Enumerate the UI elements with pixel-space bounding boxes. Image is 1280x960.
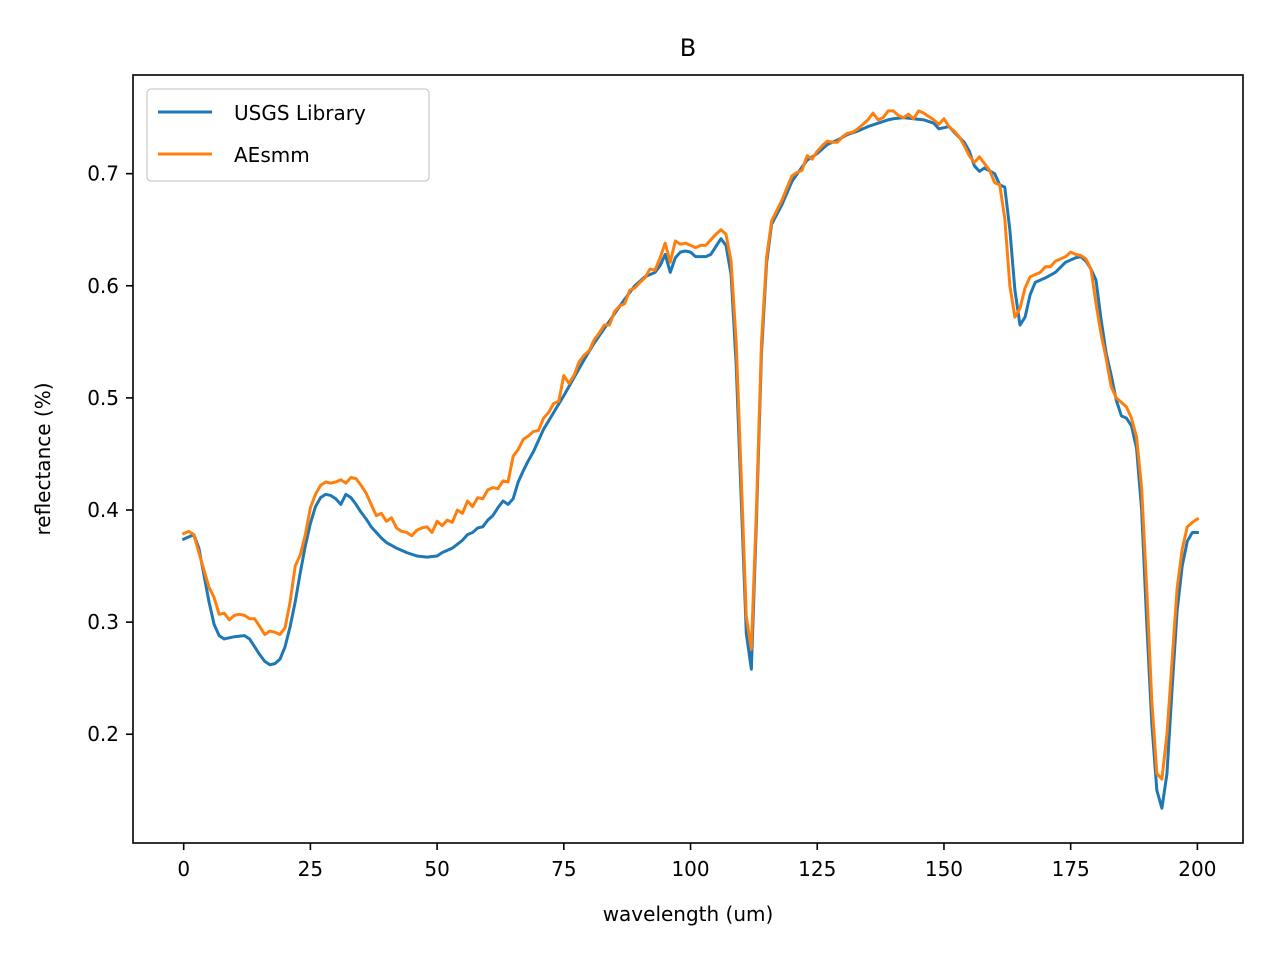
legend-label-usgs-library: USGS Library [234, 101, 366, 125]
axes-frame [132, 74, 1244, 844]
y-axis-label: reflectance (%) [31, 382, 55, 535]
plot-area [181, 109, 1200, 810]
x-tick-label: 75 [551, 857, 576, 881]
x-tick-label: 200 [1178, 857, 1216, 881]
legend: USGS Library AEsmm [146, 88, 430, 182]
y-axis: 0.2 0.3 0.4 0.5 0.6 0.7 [87, 162, 133, 746]
series-line-aesmm [181, 109, 1200, 781]
x-axis-label: wavelength (um) [603, 902, 774, 926]
x-axis: 0 25 50 75 100 125 150 175 200 [177, 843, 1216, 881]
y-tick-label: 0.2 [87, 722, 119, 746]
legend-box [146, 88, 430, 182]
x-tick-label: 175 [1052, 857, 1090, 881]
chart-title: B [680, 34, 696, 62]
y-tick-label: 0.5 [87, 386, 119, 410]
x-tick-label: 125 [798, 857, 836, 881]
x-tick-label: 150 [925, 857, 963, 881]
x-tick-label: 25 [298, 857, 323, 881]
series-line-usgs-library [181, 116, 1199, 810]
x-tick-label: 0 [177, 857, 190, 881]
x-tick-label: 50 [424, 857, 449, 881]
x-tick-label: 100 [671, 857, 709, 881]
y-tick-label: 0.4 [87, 498, 119, 522]
y-tick-label: 0.7 [87, 162, 119, 186]
y-tick-label: 0.6 [87, 274, 119, 298]
y-tick-label: 0.3 [87, 610, 119, 634]
legend-label-aesmm: AEsmm [234, 143, 310, 167]
